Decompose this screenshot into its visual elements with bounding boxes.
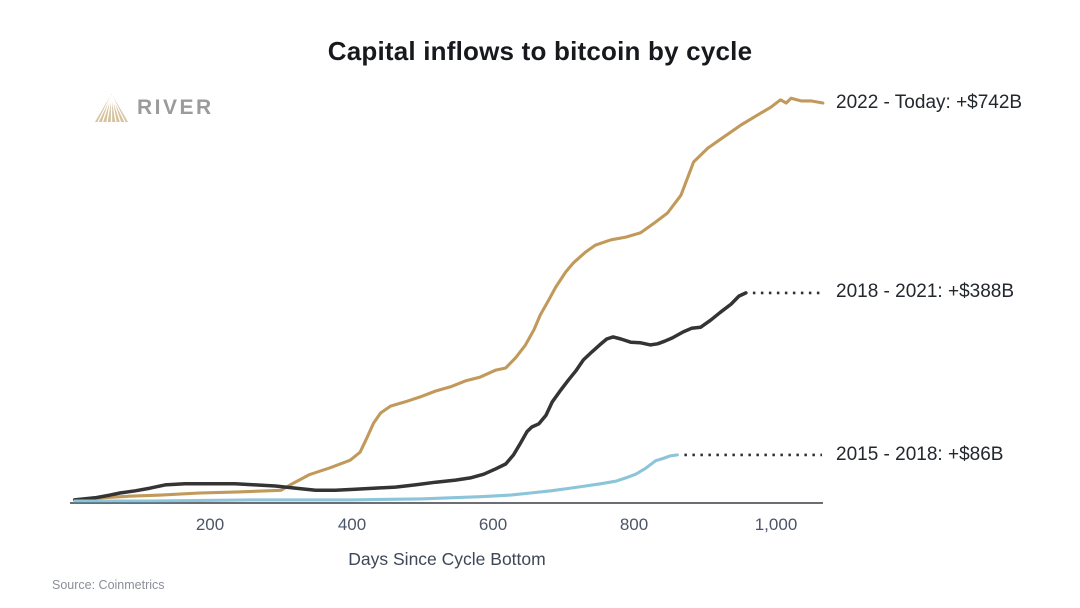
x-axis-title: Days Since Cycle Bottom xyxy=(348,549,546,569)
x-tick-800: 800 xyxy=(619,515,649,534)
series-lines-group xyxy=(72,96,825,503)
river-logo: RIVER xyxy=(95,94,214,122)
series-line-2022-today xyxy=(73,96,825,502)
series-line-2018-2021 xyxy=(72,291,748,502)
series-line-2015-2018 xyxy=(73,453,679,503)
series-end-label-2018-2021: 2018 - 2021: +$388B xyxy=(836,281,1015,302)
series-end-label-2022-today: 2022 - Today: +$742B xyxy=(836,92,1023,113)
series-end-label-2015-2018: 2015 - 2018: +$86B xyxy=(836,444,1004,465)
river-logo-text: RIVER xyxy=(137,96,214,119)
river-mountain-icon xyxy=(95,94,128,122)
x-tick-1000: 1,000 xyxy=(754,515,798,534)
x-tick-400: 400 xyxy=(337,515,367,534)
x-tick-200: 200 xyxy=(195,515,225,534)
chart-title: Capital inflows to bitcoin by cycle xyxy=(327,36,753,66)
x-tick-600: 600 xyxy=(478,515,508,534)
source-note: Source: Coinmetrics xyxy=(52,578,165,592)
